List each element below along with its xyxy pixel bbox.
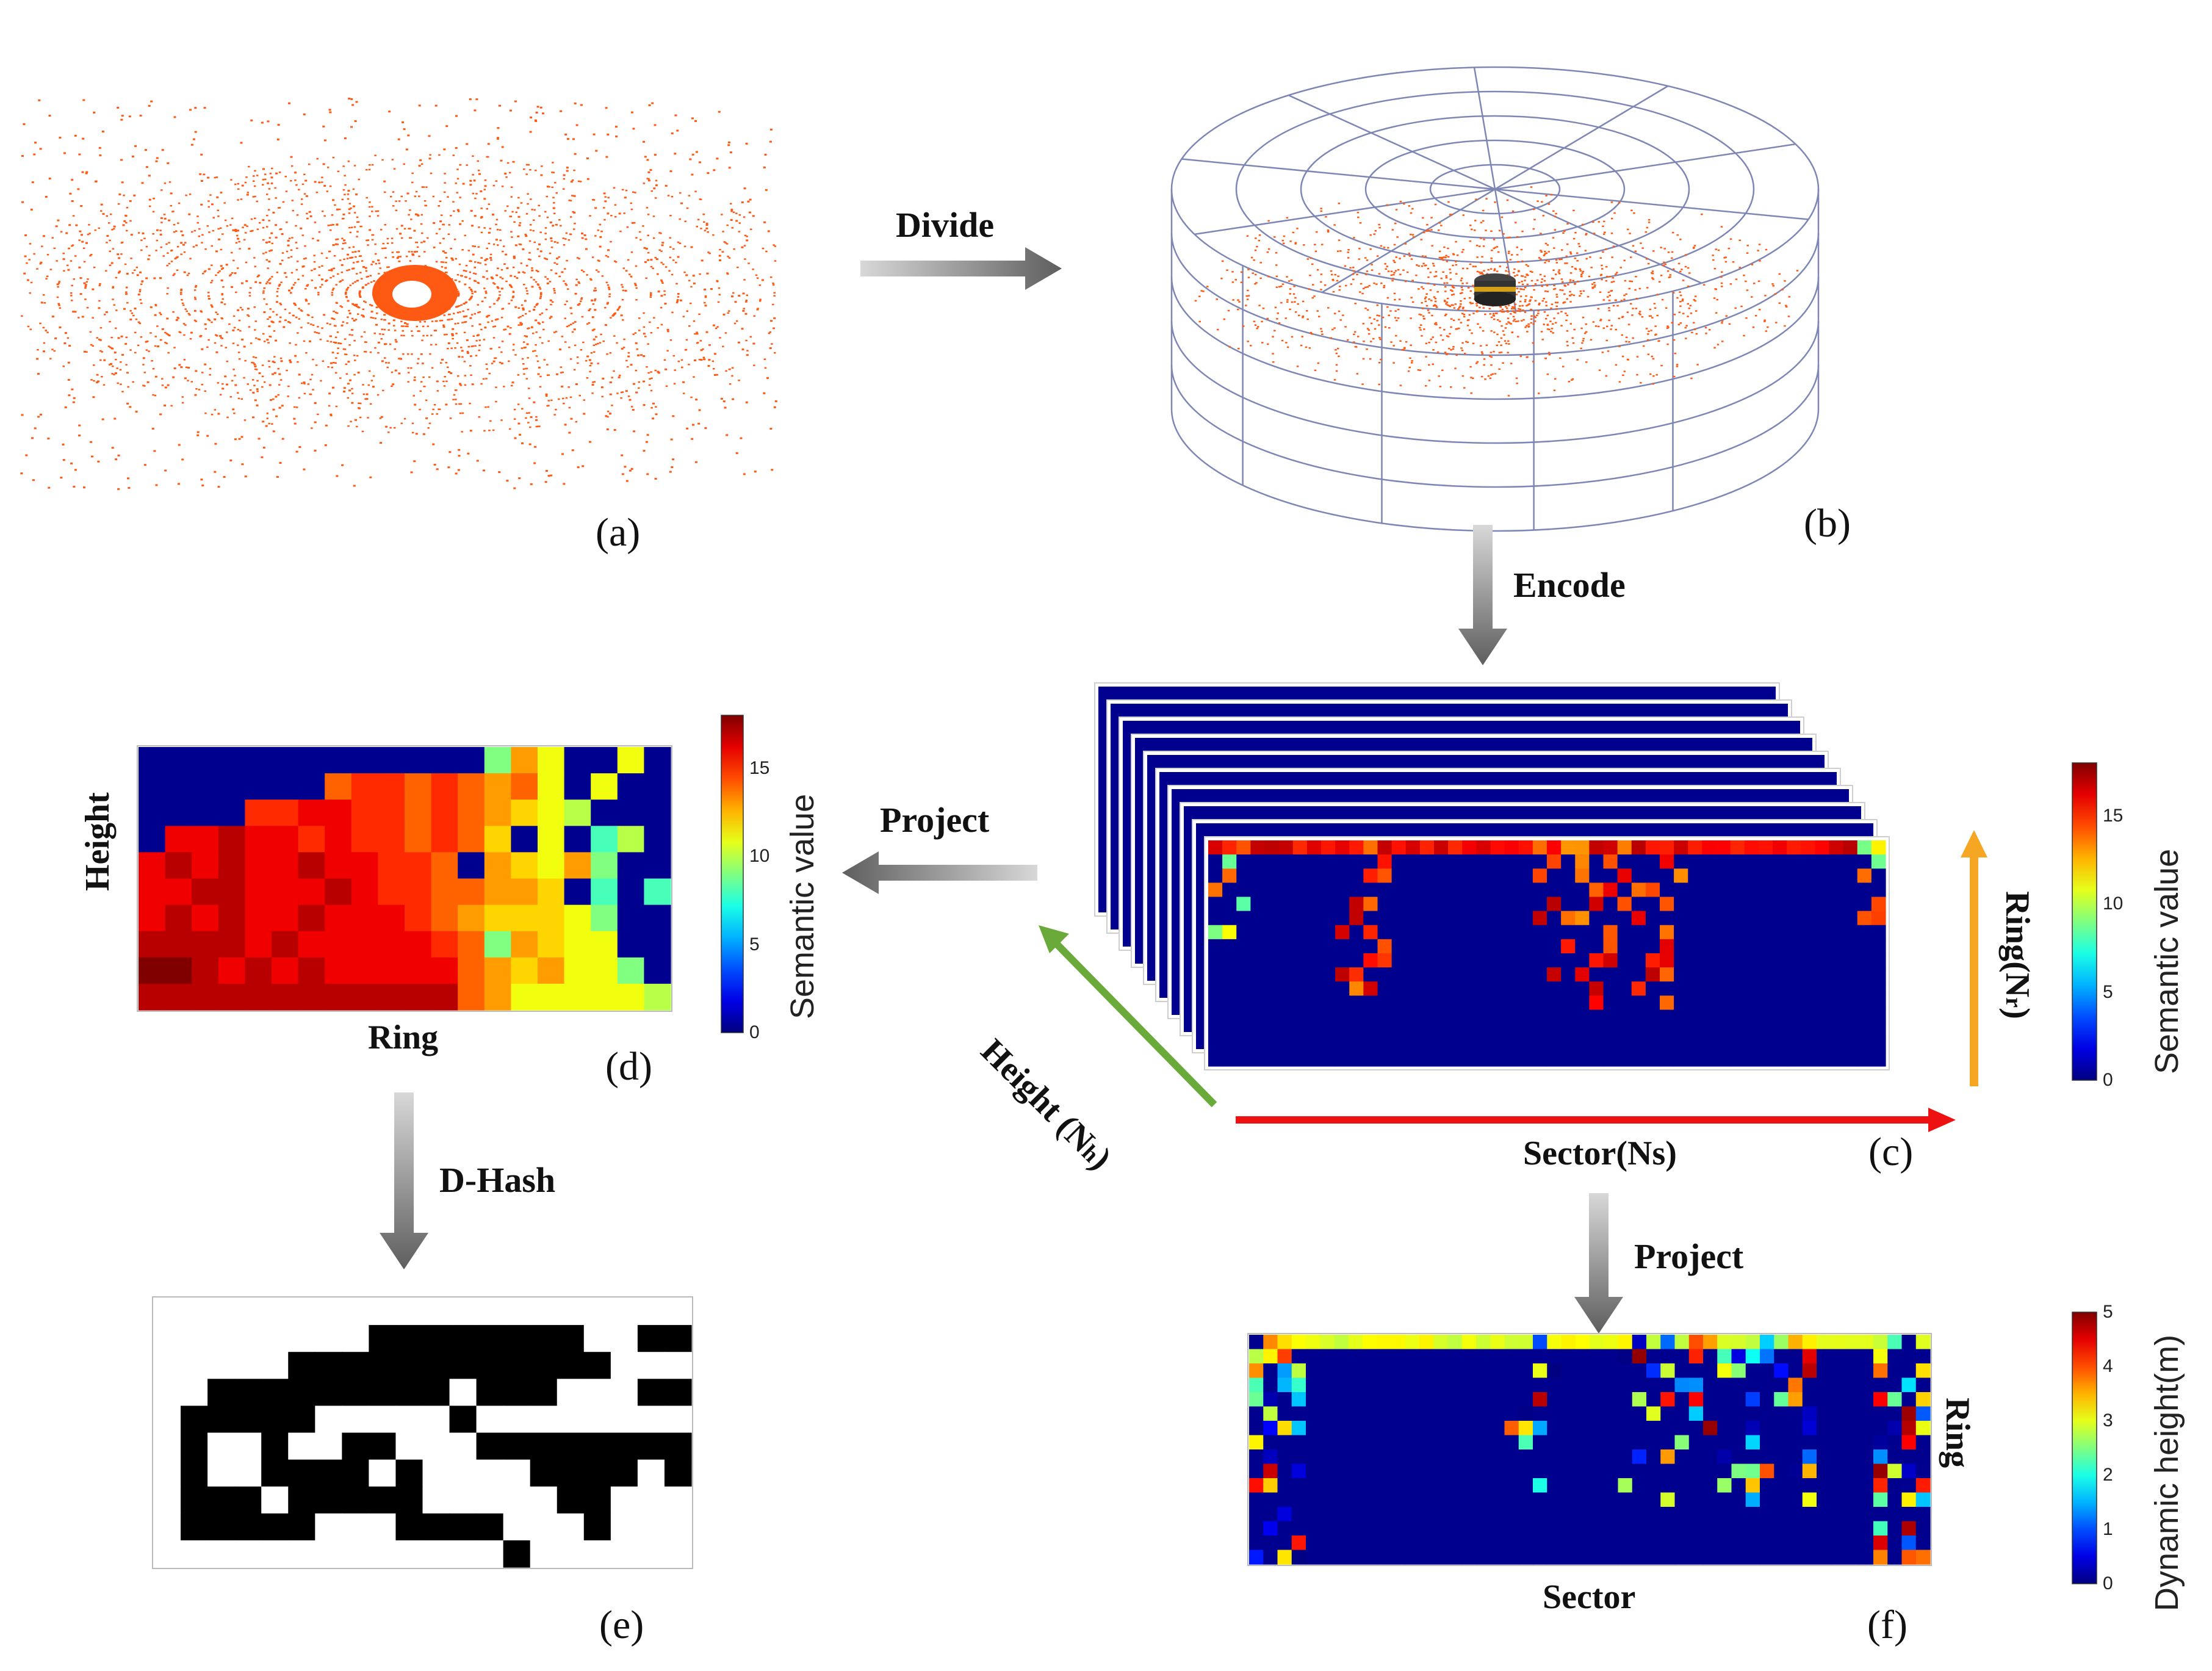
height-ring-heatmap (137, 745, 672, 1012)
cylinder-points (1194, 186, 1799, 397)
lidar-sensor (1474, 273, 1516, 306)
sector-axis-label: Sector(Ns) (1523, 1135, 1677, 1172)
panel-label-b: (b) (1804, 501, 1851, 546)
semantic-colorbar-d (721, 715, 744, 1033)
divide-arrow (860, 247, 1062, 290)
f-ring-axis-label: Ring (1939, 1398, 1976, 1468)
front-layer-cells (1208, 840, 1886, 1067)
f-sector-axis-label: Sector (1543, 1578, 1636, 1616)
dhash-arrow (380, 1092, 428, 1269)
colorbar-tick: 4 (2103, 1356, 2113, 1376)
hash-cells (154, 1298, 692, 1568)
panel-label-f: (f) (1867, 1603, 1908, 1647)
panel-label-e: (e) (599, 1603, 644, 1647)
colorbar-tick: 10 (749, 846, 770, 867)
project-down-arrow (1574, 1193, 1623, 1334)
colorbar-tick: 1 (2103, 1519, 2113, 1539)
encode-label: Encode (1513, 565, 1626, 605)
point-cloud-scan (20, 98, 777, 490)
colorbar-tick: 5 (2103, 1302, 2113, 1322)
dynamic-height-colorbar (2072, 1312, 2097, 1584)
colorbar-tick: 3 (2103, 1410, 2113, 1431)
semantic-colorbar-d-title: Semantic value (784, 793, 821, 1019)
semantic-colorbar-c-title: Semantic value (2149, 848, 2185, 1074)
divide-label: Divide (896, 205, 995, 245)
colorbar-tick: 15 (2103, 805, 2124, 826)
d-height-axis-label: Height (79, 792, 117, 891)
colorbar-tick: 2 (2103, 1465, 2113, 1485)
project-down-label: Project (1634, 1236, 1744, 1276)
semantic-colorbar-c (2072, 762, 2097, 1081)
dynamic-height-cells (1249, 1335, 1931, 1565)
encode-arrow (1458, 525, 1507, 665)
cylinder-grid (1170, 66, 1820, 532)
stacked-semantic-grids (1094, 682, 1890, 1070)
dhash-label: D-Hash (439, 1160, 556, 1200)
binary-hash-map (152, 1296, 693, 1569)
dynamic-height-colorbar-title: Dynamic height(m) (2149, 1334, 2185, 1611)
dynamic-height-heatmap (1247, 1333, 1932, 1566)
panel-label-d: (d) (605, 1044, 652, 1089)
d-ring-axis-label: Ring (368, 1019, 439, 1056)
colorbar-tick: 0 (749, 1022, 760, 1042)
sector-arrow (1236, 1108, 1956, 1132)
panel-label-a: (a) (596, 510, 641, 555)
ring-arrow (1961, 830, 1987, 1086)
colorbar-tick: 10 (2103, 893, 2124, 914)
colorbar-tick: 5 (749, 934, 760, 955)
project-left-label: Project (880, 800, 990, 840)
height-arrow (1039, 925, 1217, 1108)
polar-grid-cylinder (1170, 66, 1820, 532)
colorbar-tick: 5 (2103, 981, 2113, 1002)
colorbar-tick: 15 (749, 757, 770, 778)
ring-axis-label: Ring(Nr) (1998, 891, 2036, 1019)
colorbar-tick: 0 (2103, 1573, 2113, 1593)
colorbar-tick: 0 (2103, 1070, 2113, 1090)
project-left-arrow (842, 851, 1037, 894)
panel-label-c: (c) (1868, 1130, 1914, 1174)
height-ring-cells (139, 747, 671, 1011)
